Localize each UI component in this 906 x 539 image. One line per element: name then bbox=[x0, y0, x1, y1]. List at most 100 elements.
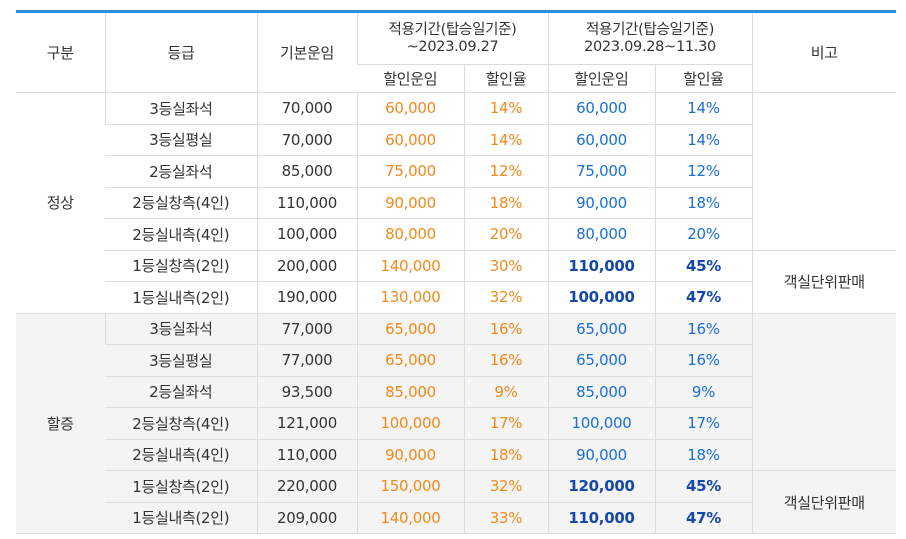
period-2-rate-cell: 18% bbox=[654, 187, 753, 219]
grade-cell: 1등실내측(2인) bbox=[105, 281, 257, 314]
period-1-rate-cell: 12% bbox=[463, 155, 549, 188]
note-empty-cell bbox=[751, 92, 897, 251]
group-label: 정상 bbox=[16, 92, 105, 314]
table-row: 1등실내측(2인) 190,000 130,000 32% 100,000 47% bbox=[16, 281, 896, 314]
header-base-fare: 기본운임 bbox=[256, 13, 357, 93]
table-top-border bbox=[16, 10, 896, 13]
header-grade: 등급 bbox=[104, 13, 257, 93]
period-1-fare-cell: 130,000 bbox=[356, 281, 464, 314]
period-1-fare-cell: 75,000 bbox=[356, 155, 464, 188]
period-2-rate-cell: 45% bbox=[654, 250, 753, 282]
table-row: 2등실창측(4인) 121,000 100,000 17% 100,000 17% bbox=[16, 407, 896, 440]
period-2-rate-cell: 18% bbox=[654, 439, 753, 471]
grade-cell: 2등실창측(4인) bbox=[105, 407, 257, 440]
period-1-rate-cell: 30% bbox=[463, 250, 549, 282]
period-1-rate-cell: 14% bbox=[463, 92, 549, 125]
table-body: 정상 3등실좌석 70,000 60,000 14% 60,000 14% 3등실평실 70,0… bbox=[16, 92, 897, 534]
grade-cell: 3등실좌석 bbox=[104, 313, 257, 345]
header-period-1-range: ~2023.09.27 bbox=[406, 38, 499, 55]
base-fare-cell: 110,000 bbox=[256, 187, 357, 219]
header-p1-discount-fare: 할인운임 bbox=[357, 64, 464, 93]
period-1-rate-cell: 14% bbox=[463, 124, 549, 156]
period-1-fare-cell: 90,000 bbox=[356, 187, 464, 219]
period-2-fare-cell: 60,000 bbox=[547, 124, 656, 156]
table-row: 정상 3등실좌석 70,000 60,000 14% 60,000 14% bbox=[16, 92, 897, 314]
grade-cell: 2등실내측(4인) bbox=[105, 439, 257, 471]
period-2-fare-cell: 100,000 bbox=[547, 407, 656, 440]
table-header: 구분 등급 기본운임 적용기간(탑승일기준) ~2023.09.27 적용기간(… bbox=[16, 13, 897, 93]
period-2-rate-cell: 45% bbox=[654, 470, 753, 503]
base-fare-cell: 77,000 bbox=[256, 313, 357, 345]
period-1-rate-cell: 17% bbox=[463, 407, 549, 440]
period-2-fare-cell: 90,000 bbox=[547, 439, 656, 471]
period-2-fare-cell: 110,000 bbox=[547, 502, 656, 534]
base-fare-cell: 85,000 bbox=[256, 155, 357, 188]
table-row: 2등실내측(4인) 100,000 80,000 20% 80,000 20% bbox=[16, 218, 896, 251]
period-2-fare-cell: 60,000 bbox=[547, 92, 656, 125]
period-2-fare-cell: 65,000 bbox=[547, 313, 656, 345]
grade-cell: 2등실좌석 bbox=[105, 376, 257, 408]
period-2-rate-cell: 16% bbox=[654, 313, 753, 345]
period-2-fare-cell: 80,000 bbox=[547, 218, 656, 251]
base-fare-cell: 100,000 bbox=[256, 218, 357, 251]
table-row: 2등실좌석 93,500 85,000 9% 85,000 9% bbox=[16, 376, 896, 408]
period-1-rate-cell: 18% bbox=[463, 439, 549, 471]
period-1-fare-cell: 140,000 bbox=[356, 502, 464, 534]
period-1-rate-cell: 20% bbox=[463, 218, 549, 251]
period-1-rate-cell: 33% bbox=[463, 502, 549, 534]
note-cell: 객실단위판매 bbox=[751, 250, 897, 314]
period-2-rate-cell: 9% bbox=[654, 376, 753, 408]
period-1-rate-cell: 9% bbox=[463, 376, 549, 408]
period-2-rate-cell: 47% bbox=[654, 502, 753, 534]
period-1-fare-cell: 80,000 bbox=[356, 218, 464, 251]
base-fare-cell: 93,500 bbox=[256, 376, 357, 408]
base-fare-cell: 121,000 bbox=[256, 407, 357, 440]
fare-table: 구분 등급 기본운임 적용기간(탑승일기준) ~2023.09.27 적용기간(… bbox=[16, 13, 897, 534]
header-p2-discount-fare: 할인운임 bbox=[547, 64, 656, 93]
header-p1-discount-rate: 할인율 bbox=[463, 64, 549, 93]
note-empty-cell bbox=[751, 313, 897, 471]
header-category: 구분 bbox=[16, 13, 105, 93]
table-row: 할증 3등실좌석 77,000 65,000 16% 65,000 16% bbox=[16, 313, 897, 534]
period-2-rate-cell: 17% bbox=[654, 407, 753, 440]
header-p2-discount-rate: 할인율 bbox=[654, 64, 753, 93]
grade-cell: 3등실평실 bbox=[105, 124, 257, 156]
period-2-rate-cell: 14% bbox=[654, 124, 753, 156]
note-cell: 객실단위판매 bbox=[751, 470, 897, 534]
period-1-fare-cell: 60,000 bbox=[356, 124, 464, 156]
period-2-rate-cell: 47% bbox=[654, 281, 753, 314]
base-fare-cell: 70,000 bbox=[256, 124, 357, 156]
group-label: 할증 bbox=[16, 313, 105, 534]
header-period-2-range: 2023.09.28~11.30 bbox=[584, 38, 716, 55]
period-1-fare-cell: 90,000 bbox=[356, 439, 464, 471]
grade-cell: 1등실내측(2인) bbox=[105, 502, 257, 534]
fare-table-container: 구분 등급 기본운임 적용기간(탑승일기준) ~2023.09.27 적용기간(… bbox=[16, 10, 897, 534]
period-1-fare-cell: 65,000 bbox=[356, 313, 464, 345]
grade-cell: 1등실창측(2인) bbox=[105, 470, 257, 503]
base-fare-cell: 77,000 bbox=[256, 344, 357, 377]
header-note: 비고 bbox=[751, 13, 897, 93]
grade-cell: 3등실좌석 bbox=[104, 92, 257, 125]
table-row: 3등실평실 70,000 60,000 14% 60,000 14% bbox=[16, 124, 896, 156]
header-period-2-title: 적용기간(탑승일기준) bbox=[585, 21, 715, 38]
period-1-fare-cell: 65,000 bbox=[356, 344, 464, 377]
grade-cell: 2등실창측(4인) bbox=[105, 187, 257, 219]
grade-cell: 1등실창측(2인) bbox=[105, 250, 257, 282]
period-2-rate-cell: 20% bbox=[654, 218, 753, 251]
period-1-rate-cell: 32% bbox=[463, 281, 549, 314]
period-1-rate-cell: 32% bbox=[463, 470, 549, 503]
table-row: 2등실내측(4인) 110,000 90,000 18% 90,000 18% bbox=[16, 439, 896, 471]
period-2-fare-cell: 100,000 bbox=[547, 281, 656, 314]
period-1-fare-cell: 150,000 bbox=[356, 470, 464, 503]
base-fare-cell: 110,000 bbox=[256, 439, 357, 471]
period-1-fare-cell: 140,000 bbox=[356, 250, 464, 282]
period-1-fare-cell: 85,000 bbox=[356, 376, 464, 408]
period-2-rate-cell: 12% bbox=[654, 155, 753, 188]
base-fare-cell: 220,000 bbox=[256, 470, 357, 503]
table-row: 3등실평실 77,000 65,000 16% 65,000 16% bbox=[16, 344, 896, 377]
period-2-fare-cell: 90,000 bbox=[547, 187, 656, 219]
grade-cell: 2등실내측(4인) bbox=[105, 218, 257, 251]
period-2-fare-cell: 120,000 bbox=[547, 470, 656, 503]
table-row: 1등실창측(2인) 200,000 140,000 30% 110,000 45% 객실단위… bbox=[16, 250, 897, 314]
grade-cell: 2등실좌석 bbox=[105, 155, 257, 188]
